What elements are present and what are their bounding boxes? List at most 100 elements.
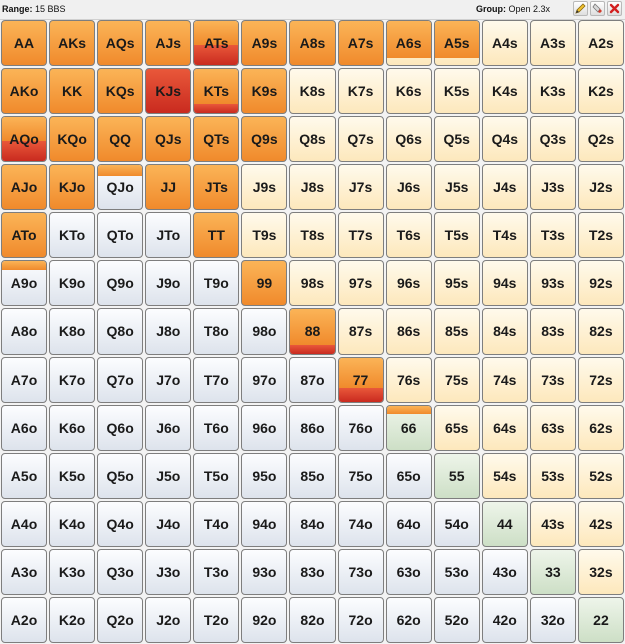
hand-cell-k6s[interactable]: K6s <box>385 68 432 115</box>
hand-cell-t4o[interactable]: T4o <box>193 500 240 547</box>
hand-cell-j8s[interactable]: J8s <box>289 164 336 211</box>
hand-cell-ako[interactable]: AKo <box>1 68 48 115</box>
hand-cell-65s[interactable]: 65s <box>433 404 480 451</box>
hand-cell-53s[interactable]: 53s <box>529 452 576 499</box>
hand-cell-t2s[interactable]: T2s <box>577 212 624 259</box>
hand-cell-87o[interactable]: 87o <box>289 356 336 403</box>
hand-cell-75o[interactable]: 75o <box>337 452 384 499</box>
hand-cell-q4o[interactable]: Q4o <box>97 500 144 547</box>
hand-cell-q2s[interactable]: Q2s <box>577 116 624 163</box>
hand-cell-q7o[interactable]: Q7o <box>97 356 144 403</box>
hand-cell-t8s[interactable]: T8s <box>289 212 336 259</box>
hand-cell-j4o[interactable]: J4o <box>145 500 192 547</box>
hand-cell-j3s[interactable]: J3s <box>529 164 576 211</box>
hand-cell-86o[interactable]: 86o <box>289 404 336 451</box>
hand-cell-a8o[interactable]: A8o <box>1 308 48 355</box>
hand-cell-t8o[interactable]: T8o <box>193 308 240 355</box>
hand-cell-k3o[interactable]: K3o <box>49 548 96 595</box>
hand-cell-q8s[interactable]: Q8s <box>289 116 336 163</box>
hand-cell-ajs[interactable]: AJs <box>145 20 192 67</box>
hand-cell-kjo[interactable]: KJo <box>49 164 96 211</box>
hand-cell-54s[interactable]: 54s <box>481 452 528 499</box>
hand-cell-84s[interactable]: 84s <box>481 308 528 355</box>
hand-cell-62s[interactable]: 62s <box>577 404 624 451</box>
hand-cell-74s[interactable]: 74s <box>481 356 528 403</box>
hand-cell-83s[interactable]: 83s <box>529 308 576 355</box>
hand-cell-q9o[interactable]: Q9o <box>97 260 144 307</box>
hand-cell-t3s[interactable]: T3s <box>529 212 576 259</box>
hand-cell-64o[interactable]: 64o <box>385 500 432 547</box>
hand-cell-82s[interactable]: 82s <box>577 308 624 355</box>
hand-cell-a5s[interactable]: A5s <box>433 20 480 67</box>
hand-cell-jj[interactable]: JJ <box>145 164 192 211</box>
hand-cell-k7s[interactable]: K7s <box>337 68 384 115</box>
hand-cell-j2s[interactable]: J2s <box>577 164 624 211</box>
hand-cell-kts[interactable]: KTs <box>193 68 240 115</box>
hand-cell-74o[interactable]: 74o <box>337 500 384 547</box>
hand-cell-j9s[interactable]: J9s <box>241 164 288 211</box>
hand-cell-aqs[interactable]: AQs <box>97 20 144 67</box>
hand-cell-98o[interactable]: 98o <box>241 308 288 355</box>
hand-cell-qjs[interactable]: QJs <box>145 116 192 163</box>
hand-cell-kqo[interactable]: KQo <box>49 116 96 163</box>
hand-cell-82o[interactable]: 82o <box>289 596 336 643</box>
close-button[interactable] <box>607 1 622 16</box>
hand-cell-k2o[interactable]: K2o <box>49 596 96 643</box>
hand-cell-a5o[interactable]: A5o <box>1 452 48 499</box>
hand-cell-kk[interactable]: KK <box>49 68 96 115</box>
hand-cell-q3o[interactable]: Q3o <box>97 548 144 595</box>
hand-cell-qto[interactable]: QTo <box>97 212 144 259</box>
hand-cell-k6o[interactable]: K6o <box>49 404 96 451</box>
hand-cell-q5s[interactable]: Q5s <box>433 116 480 163</box>
hand-cell-kqs[interactable]: KQs <box>97 68 144 115</box>
hand-cell-kto[interactable]: KTo <box>49 212 96 259</box>
hand-cell-a6o[interactable]: A6o <box>1 404 48 451</box>
hand-cell-44[interactable]: 44 <box>481 500 528 547</box>
hand-cell-j8o[interactable]: J8o <box>145 308 192 355</box>
hand-cell-85o[interactable]: 85o <box>289 452 336 499</box>
hand-cell-86s[interactable]: 86s <box>385 308 432 355</box>
hand-cell-q6s[interactable]: Q6s <box>385 116 432 163</box>
hand-cell-ato[interactable]: ATo <box>1 212 48 259</box>
hand-cell-j4s[interactable]: J4s <box>481 164 528 211</box>
hand-cell-k9s[interactable]: K9s <box>241 68 288 115</box>
hand-cell-98s[interactable]: 98s <box>289 260 336 307</box>
hand-cell-k4s[interactable]: K4s <box>481 68 528 115</box>
hand-cell-52s[interactable]: 52s <box>577 452 624 499</box>
hand-cell-j6o[interactable]: J6o <box>145 404 192 451</box>
hand-cell-96o[interactable]: 96o <box>241 404 288 451</box>
hand-cell-75s[interactable]: 75s <box>433 356 480 403</box>
hand-cell-93s[interactable]: 93s <box>529 260 576 307</box>
hand-cell-jto[interactable]: JTo <box>145 212 192 259</box>
hand-cell-95o[interactable]: 95o <box>241 452 288 499</box>
hand-cell-t7o[interactable]: T7o <box>193 356 240 403</box>
hand-cell-42s[interactable]: 42s <box>577 500 624 547</box>
hand-cell-64s[interactable]: 64s <box>481 404 528 451</box>
hand-cell-t6o[interactable]: T6o <box>193 404 240 451</box>
hand-cell-j5o[interactable]: J5o <box>145 452 192 499</box>
hand-cell-96s[interactable]: 96s <box>385 260 432 307</box>
hand-cell-95s[interactable]: 95s <box>433 260 480 307</box>
hand-cell-q4s[interactable]: Q4s <box>481 116 528 163</box>
hand-cell-a3o[interactable]: A3o <box>1 548 48 595</box>
hand-cell-99[interactable]: 99 <box>241 260 288 307</box>
hand-cell-94o[interactable]: 94o <box>241 500 288 547</box>
hand-cell-72s[interactable]: 72s <box>577 356 624 403</box>
hand-cell-a9s[interactable]: A9s <box>241 20 288 67</box>
hand-cell-a2s[interactable]: A2s <box>577 20 624 67</box>
hand-cell-q3s[interactable]: Q3s <box>529 116 576 163</box>
hand-cell-a7s[interactable]: A7s <box>337 20 384 67</box>
hand-cell-t9s[interactable]: T9s <box>241 212 288 259</box>
hand-cell-a7o[interactable]: A7o <box>1 356 48 403</box>
hand-cell-52o[interactable]: 52o <box>433 596 480 643</box>
hand-cell-32o[interactable]: 32o <box>529 596 576 643</box>
hand-cell-t5s[interactable]: T5s <box>433 212 480 259</box>
hand-cell-a6s[interactable]: A6s <box>385 20 432 67</box>
hand-cell-32s[interactable]: 32s <box>577 548 624 595</box>
hand-cell-66[interactable]: 66 <box>385 404 432 451</box>
hand-cell-83o[interactable]: 83o <box>289 548 336 595</box>
hand-cell-j7s[interactable]: J7s <box>337 164 384 211</box>
hand-cell-t9o[interactable]: T9o <box>193 260 240 307</box>
hand-cell-53o[interactable]: 53o <box>433 548 480 595</box>
hand-cell-a3s[interactable]: A3s <box>529 20 576 67</box>
